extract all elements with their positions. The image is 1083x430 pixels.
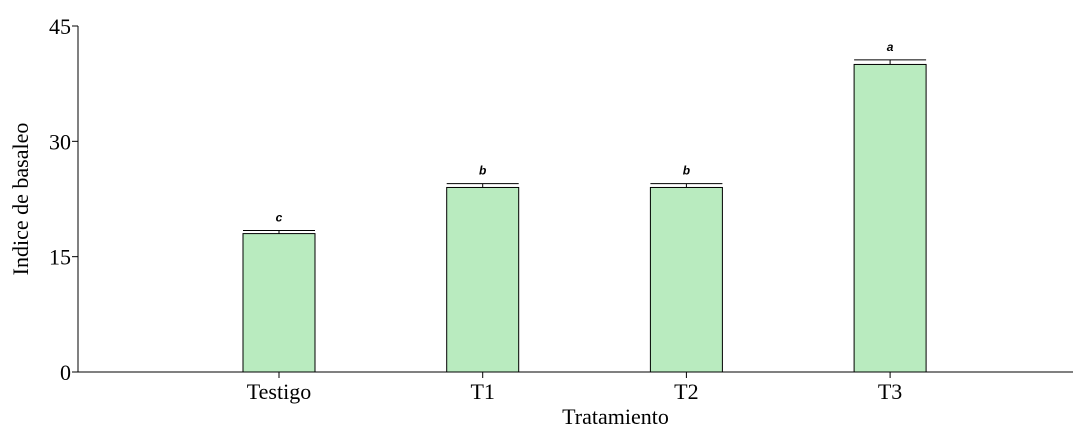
bars: c b b a bbox=[242, 40, 927, 373]
x-tick-label: Testigo bbox=[247, 379, 311, 404]
bar-group: a bbox=[853, 40, 927, 373]
x-tick-label: T3 bbox=[878, 379, 902, 404]
y-tick-label: 15 bbox=[49, 245, 71, 270]
significance-label: b bbox=[479, 164, 486, 178]
x-tick-label: T2 bbox=[674, 379, 698, 404]
y-tick-label: 45 bbox=[49, 14, 71, 39]
bar-group: b bbox=[446, 164, 520, 373]
bar-group: c bbox=[242, 211, 316, 373]
y-tick-label: 0 bbox=[60, 360, 71, 385]
bar bbox=[242, 233, 316, 373]
y-tick-label: 30 bbox=[49, 129, 71, 154]
significance-label: a bbox=[887, 40, 894, 54]
significance-label: c bbox=[276, 211, 283, 225]
y-axis-title: Indice de basaleo bbox=[8, 123, 33, 276]
x-axis-title: Tratamiento bbox=[562, 404, 669, 429]
significance-label: b bbox=[683, 164, 690, 178]
x-tick-label: T1 bbox=[470, 379, 494, 404]
bar bbox=[649, 186, 723, 373]
y-axis: 0 15 30 45 bbox=[49, 14, 79, 385]
x-axis: Testigo T1 T2 T3 bbox=[78, 371, 1073, 404]
bar-group: b bbox=[649, 164, 723, 373]
bar bbox=[446, 186, 520, 373]
bar bbox=[853, 63, 927, 373]
